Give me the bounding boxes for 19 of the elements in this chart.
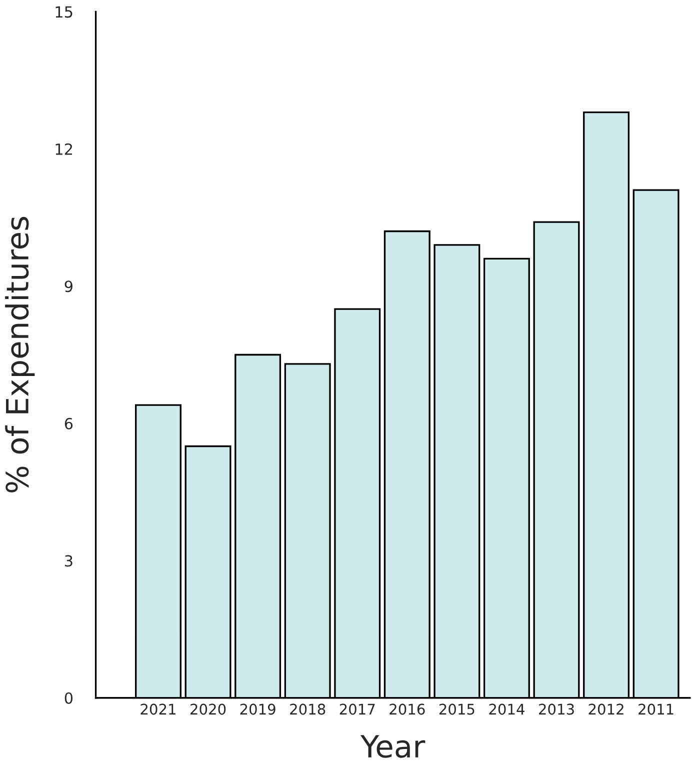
y-tick-label: 12	[56, 143, 72, 155]
x-tick-label: 2020	[190, 704, 226, 715]
y-tick-label: 0	[64, 692, 73, 704]
x-tick-label: 2015	[439, 704, 474, 715]
x-tick-label: 2021	[140, 704, 176, 715]
x-tick-label: 2011	[638, 704, 674, 715]
x-tick-label: 2018	[290, 704, 326, 715]
y-tick-label: 6	[64, 418, 73, 430]
y-tick-label: 15	[56, 6, 72, 18]
x-axis-title: Year	[360, 735, 426, 758]
x-tick-label: 2019	[240, 704, 276, 715]
x-tick-label: 2017	[340, 704, 375, 715]
y-tick-label: 9	[64, 280, 72, 292]
x-tick-label: 2013	[539, 704, 574, 715]
x-tick-label: 2016	[390, 704, 425, 715]
y-axis-title: % of Expenditures	[5, 216, 35, 492]
x-tick-label: 2014	[489, 704, 524, 715]
x-tick-label: 2012	[588, 704, 624, 715]
y-tick-label: 3	[64, 555, 72, 567]
